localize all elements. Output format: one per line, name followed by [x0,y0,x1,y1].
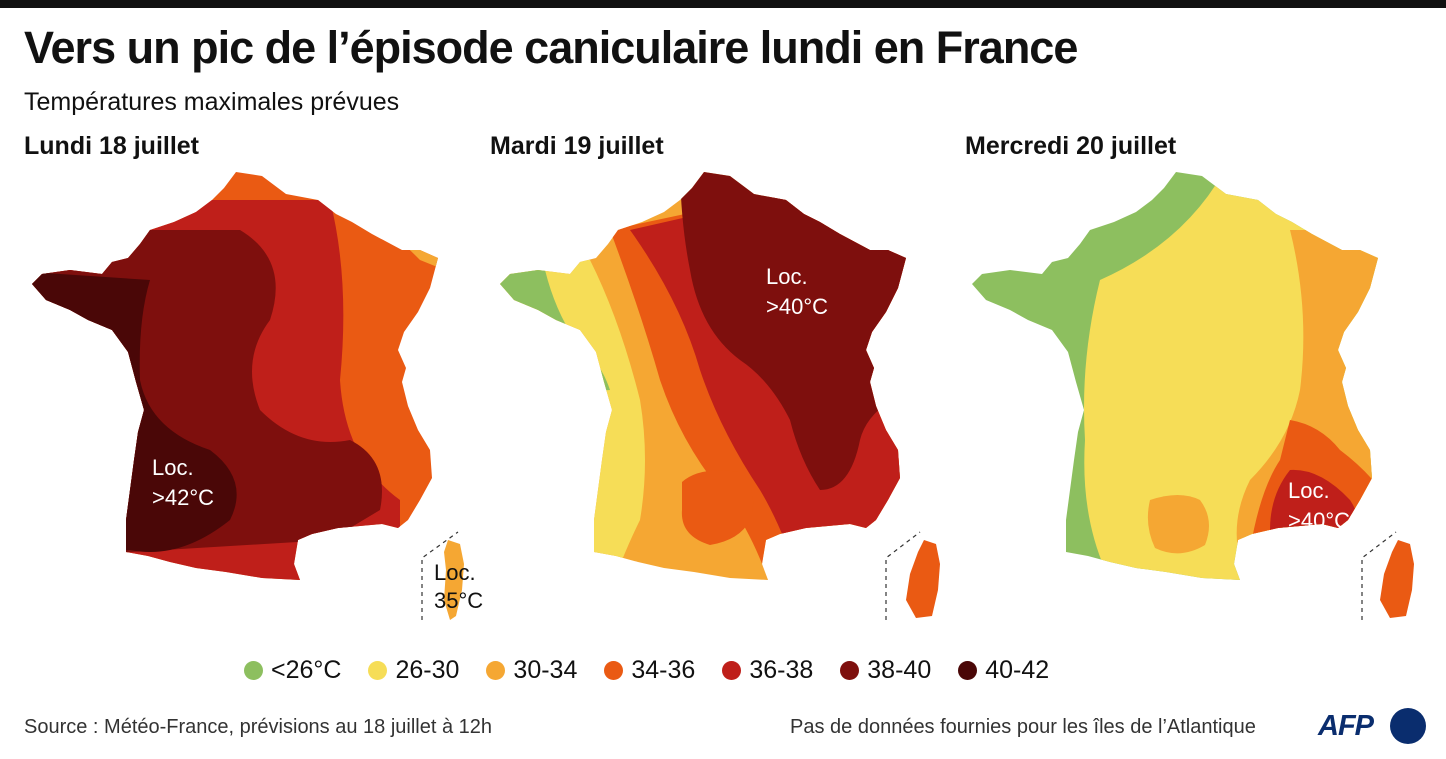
map-tuesday-corsica [906,540,940,618]
map-monday-note-line2: >42°C [152,485,214,510]
map-monday-zones [32,172,438,580]
map-tuesday-zones [500,172,906,580]
map-tuesday-corsica-frame [885,531,921,620]
zone-30-34-southwest [1147,495,1209,554]
map-wednesday-zones [972,172,1378,580]
map-wednesday-label: Mercredi 20 juillet [965,132,1177,160]
legend-label: 36-38 [749,656,814,684]
legend-swatch [840,661,860,680]
legend: <26°C 26-30 30-34 34-36 36-38 38-40 40-4… [244,656,1076,685]
map-wednesday-corsica [1380,540,1414,618]
page-title: Vers un pic de l’épisode caniculaire lun… [24,22,1078,73]
legend-swatch [722,661,742,680]
legend-label: 34-36 [631,656,696,684]
map-monday-corsica-line1: Loc. [434,560,476,585]
afp-logo-text: AFP [1318,710,1374,742]
afp-logo-dot [1390,708,1426,744]
map-monday-corsica [444,540,464,620]
page-subtitle: Températures maximales prévues [24,88,400,116]
legend-label: 30-34 [513,656,578,684]
map-tuesday-note-line1: Loc. [766,264,808,289]
map-monday-corsica-frame [421,531,459,620]
map-wednesday-corsica-frame [1361,531,1397,620]
legend-item: 40-42 [958,656,1049,685]
legend-item: 38-40 [840,656,931,685]
legend-swatch [486,661,506,680]
legend-swatch [604,661,624,680]
map-tuesday-label: Mardi 19 juillet [490,132,664,160]
legend-label: <26°C [271,656,342,684]
map-wednesday: Loc. >40°C [972,172,1414,620]
source-text: Source : Météo-France, prévisions au 18 … [24,716,493,738]
legend-label: 26-30 [395,656,460,684]
legend-label: 38-40 [867,656,932,684]
legend-item: 26-30 [368,656,459,685]
map-wednesday-note-line1: Loc. [1288,478,1330,503]
top-bar [0,0,1446,8]
map-monday: Loc. >42°C Loc. 35°C [32,172,483,620]
map-tuesday-note-line2: >40°C [766,294,828,319]
legend-item: <26°C [244,656,341,685]
legend-item: 30-34 [486,656,577,685]
map-monday-corsica-line2: 35°C [434,588,483,613]
legend-label: 40-42 [985,656,1050,684]
legend-swatch [958,661,978,680]
atlantic-note: Pas de données fournies pour les îles de… [790,716,1256,738]
legend-swatch [368,661,388,680]
legend-item: 34-36 [604,656,695,685]
legend-swatch [244,661,263,680]
map-monday-note-line1: Loc. [152,455,194,480]
map-tuesday: Loc. >40°C [500,172,940,620]
zone-34-36-central [681,470,754,545]
map-wednesday-note-line2: >40°C [1288,508,1350,533]
maps-canvas: Loc. >42°C Loc. 35°C Loc. >40°C [32,172,1414,620]
map-monday-label: Lundi 18 juillet [24,132,200,160]
legend-item: 36-38 [722,656,813,685]
afp-logo: AFP [1318,706,1428,748]
